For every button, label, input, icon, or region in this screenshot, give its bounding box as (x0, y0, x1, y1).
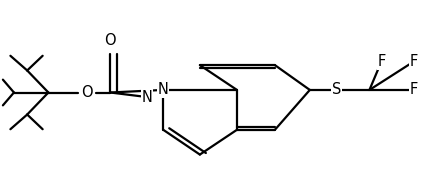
Text: F: F (409, 54, 418, 69)
Text: F: F (409, 83, 418, 97)
Text: N: N (142, 90, 153, 105)
Text: S: S (332, 83, 341, 97)
Text: O: O (105, 33, 116, 48)
Text: N: N (158, 83, 169, 97)
Text: F: F (377, 54, 385, 69)
Text: O: O (81, 85, 93, 100)
Text: N: N (158, 83, 169, 97)
